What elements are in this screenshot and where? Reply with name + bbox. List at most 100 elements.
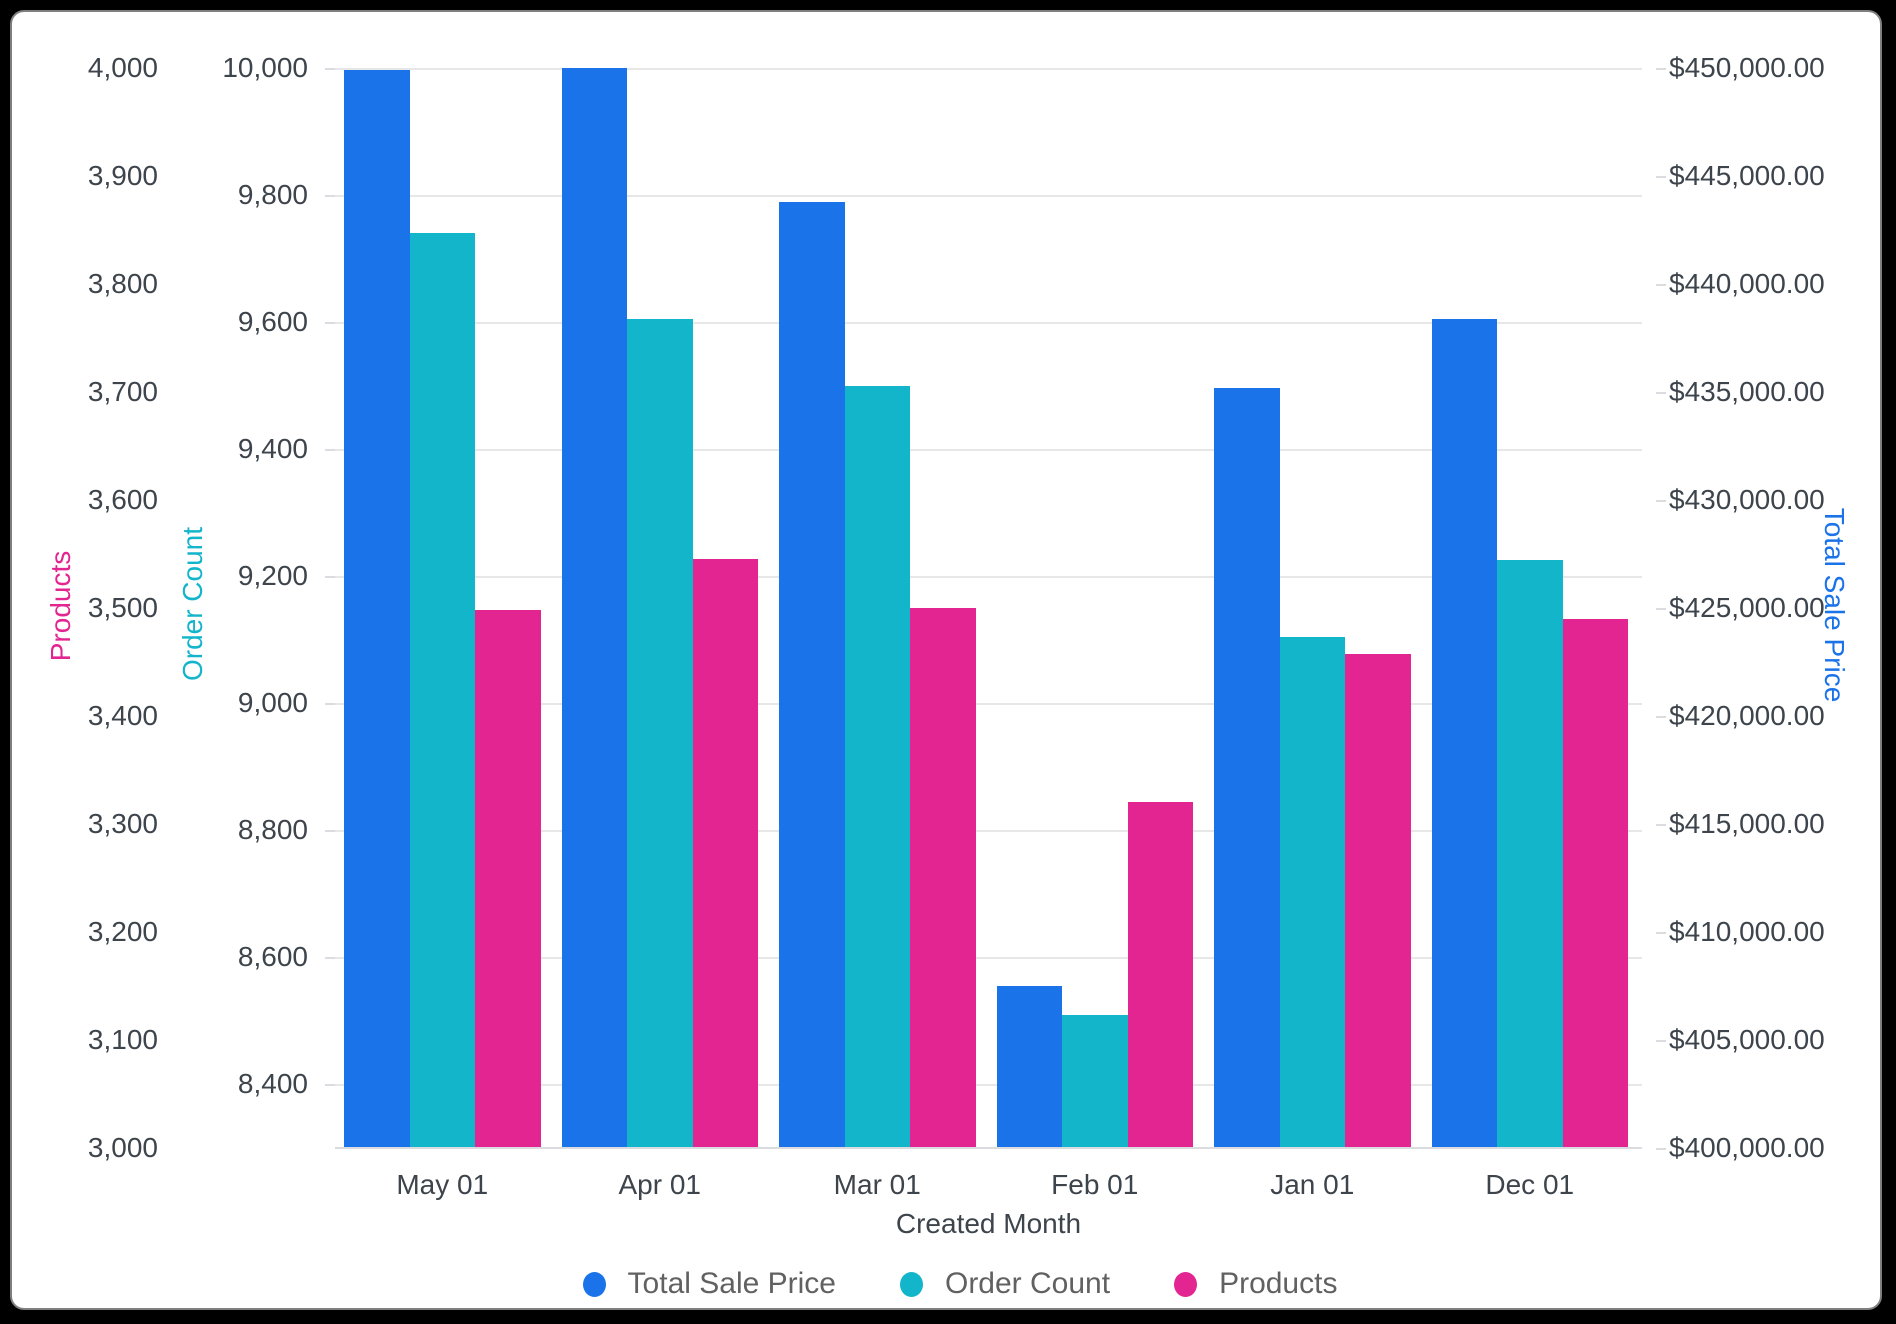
bar-total-sale-price-jan-01[interactable] — [1214, 388, 1280, 1148]
bar-total-sale-price-mar-01[interactable] — [779, 202, 845, 1148]
y-tick-label: 9,000 — [237, 687, 308, 719]
y-tick-label: 9,600 — [237, 306, 308, 338]
y-tick-label: 9,400 — [237, 433, 308, 465]
x-axis-title: Created Month — [895, 1208, 1082, 1239]
gridline — [335, 576, 1642, 579]
gridline — [335, 322, 1642, 325]
x-axis-label-feb-01: Feb 01 — [1051, 1169, 1139, 1200]
left-axis-tick-mark — [325, 576, 335, 579]
bar-group-may-01 — [344, 68, 541, 1148]
bar-order-count-jan-01[interactable] — [1279, 637, 1345, 1148]
bar-order-count-mar-01[interactable] — [844, 386, 910, 1148]
bar-total-sale-price-feb-01[interactable] — [996, 986, 1062, 1148]
bar-group-jan-01 — [1214, 68, 1411, 1148]
x-axis-line — [335, 1147, 1642, 1149]
bar-total-sale-price-apr-01[interactable] — [561, 68, 627, 1148]
y-axis-title-total-sale-price: Total Sale Price — [1819, 507, 1850, 703]
gridline — [335, 957, 1642, 960]
bar-order-count-feb-01[interactable] — [1062, 1015, 1128, 1148]
plot-area — [335, 68, 1642, 1149]
x-axis-label-jan-01: Jan 01 — [1270, 1169, 1355, 1200]
legend-item-total-sale-price[interactable]: Total Sale Price — [582, 1267, 836, 1301]
y-tick-label: 3,400 — [87, 700, 158, 731]
x-axis-label-apr-01: Apr 01 — [618, 1169, 702, 1200]
legend-label: Products — [1219, 1267, 1338, 1300]
y-tick-label: $440,000.00 — [1669, 268, 1825, 299]
y-tick-label: $410,000.00 — [1669, 916, 1825, 947]
legend-dot-icon — [582, 1271, 606, 1297]
legend-item-products[interactable]: Products — [1174, 1267, 1337, 1301]
legend-dot-icon — [899, 1271, 923, 1297]
y-axis-title-products: Products — [45, 550, 76, 662]
right-axis-tick-mark — [1656, 1148, 1666, 1150]
right-axis-tick-mark — [1656, 608, 1666, 610]
y-tick-label: $415,000.00 — [1669, 808, 1825, 839]
y-axis-title-order-count: Order Count — [177, 526, 208, 682]
left-axis-tick-mark — [325, 1084, 335, 1087]
gridline — [335, 1084, 1642, 1087]
gridline — [335, 830, 1642, 833]
right-axis-tick-mark — [1656, 392, 1666, 394]
bar-products-jan-01[interactable] — [1345, 654, 1411, 1148]
y-tick-label: 9,200 — [237, 560, 308, 592]
y-tick-label: 10,000 — [222, 52, 308, 83]
y-tick-label: 3,700 — [87, 376, 158, 407]
bar-group-apr-01 — [561, 68, 758, 1148]
y-tick-label: $435,000.00 — [1669, 376, 1825, 407]
left-axis-tick-mark — [325, 195, 335, 198]
bar-products-feb-01[interactable] — [1127, 802, 1193, 1148]
y-tick-label: $445,000.00 — [1669, 160, 1825, 191]
gridline — [335, 195, 1642, 198]
right-axis-tick-mark — [1656, 176, 1666, 178]
x-axis-label-may-01: May 01 — [396, 1169, 489, 1200]
bar-order-count-dec-01[interactable] — [1497, 560, 1563, 1148]
bar-total-sale-price-dec-01[interactable] — [1431, 319, 1497, 1148]
y-tick-label: 3,300 — [87, 808, 158, 839]
bar-group-dec-01 — [1431, 68, 1628, 1148]
left-axis-tick-mark — [325, 322, 335, 325]
bar-group-mar-01 — [779, 68, 976, 1148]
x-axis-label-mar-01: Mar 01 — [833, 1169, 921, 1200]
bar-group-feb-01 — [996, 68, 1193, 1148]
y-tick-label: $430,000.00 — [1669, 484, 1825, 515]
legend-label: Total Sale Price — [627, 1267, 836, 1300]
right-axis-tick-mark — [1656, 1040, 1666, 1042]
chart-card: 4,000 3,900 3,800 3,700 3,600 3,500 3,400 3,300… — [10, 10, 1882, 1310]
right-axis-tick-mark — [1656, 932, 1666, 934]
left-axis-tick-mark — [325, 957, 335, 960]
left-axis-tick-mark — [325, 449, 335, 452]
bar-products-mar-01[interactable] — [910, 608, 976, 1148]
bar-products-may-01[interactable] — [475, 610, 541, 1148]
y-tick-label: $420,000.00 — [1669, 700, 1825, 731]
y-tick-label: 3,800 — [87, 268, 158, 299]
bar-products-dec-01[interactable] — [1562, 619, 1628, 1148]
bar-order-count-apr-01[interactable] — [627, 319, 693, 1148]
bar-order-count-may-01[interactable] — [409, 233, 475, 1148]
legend-label: Order Count — [944, 1267, 1111, 1300]
right-axis-tick-mark — [1656, 824, 1666, 826]
y-tick-label: 4,000 — [87, 52, 158, 83]
y-tick-label: $400,000.00 — [1669, 1132, 1825, 1163]
y-tick-label: 3,000 — [87, 1132, 158, 1163]
gridline — [335, 703, 1642, 706]
y-tick-label: $450,000.00 — [1669, 52, 1825, 83]
legend-dot-icon — [1174, 1271, 1198, 1297]
y-tick-label: $425,000.00 — [1669, 592, 1825, 623]
bar-total-sale-price-may-01[interactable] — [344, 70, 410, 1148]
left-axis-tick-mark — [325, 68, 335, 70]
right-axis-tick-mark — [1656, 284, 1666, 286]
y-tick-label: 3,500 — [87, 592, 158, 623]
y-tick-label: 3,100 — [87, 1024, 158, 1055]
y-tick-label: 3,600 — [87, 484, 158, 515]
left-axis-tick-mark — [325, 703, 335, 706]
y-tick-label: 3,900 — [87, 160, 158, 191]
gridline — [335, 449, 1642, 452]
y-tick-label: 9,800 — [237, 179, 308, 211]
legend: Total Sale Price Order Count Products — [12, 1267, 1896, 1301]
legend-item-order-count[interactable]: Order Count — [899, 1267, 1111, 1301]
left-axis-tick-mark — [325, 830, 335, 833]
bar-products-apr-01[interactable] — [692, 559, 758, 1148]
right-axis-tick-mark — [1656, 68, 1666, 70]
x-axis-label-dec-01: Dec 01 — [1485, 1169, 1575, 1200]
y-tick-label: 8,800 — [237, 814, 308, 846]
